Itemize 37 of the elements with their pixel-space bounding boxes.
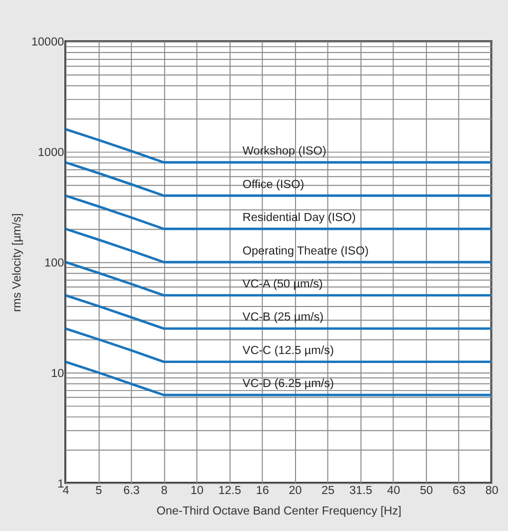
x-tick-label: 10 — [190, 484, 204, 498]
x-tick-label: 16 — [256, 484, 270, 498]
line-series — [64, 360, 493, 396]
x-tick-label: 6.3 — [123, 484, 140, 498]
line-series — [64, 128, 493, 164]
x-tick-label: 12.5 — [218, 484, 242, 498]
line-series — [64, 228, 493, 264]
series-label: VC-C (12.5 µm/s) — [242, 344, 334, 357]
x-tick-label: 25 — [322, 484, 336, 498]
y-tick-label: 1000 — [38, 146, 64, 160]
x-tick-label: 4 — [62, 484, 70, 498]
line-series — [64, 294, 493, 330]
line-series — [64, 194, 493, 230]
series-label: VC-B (25 µm/s) — [242, 310, 324, 324]
series-label: VC-D (6.25 µm/s) — [242, 377, 334, 390]
series-label: Residential Day (ISO) — [242, 211, 356, 224]
line-series — [64, 260, 493, 297]
series-label: VC-A (50 µm/s) — [242, 278, 323, 291]
x-tick-label: 63 — [452, 484, 466, 498]
series-label: Workshop (ISO) — [242, 144, 326, 158]
y-tick-label: 10 — [50, 366, 64, 380]
line-series — [64, 327, 493, 364]
x-tick-label: 31.5 — [349, 484, 373, 498]
x-tick-label: 5 — [95, 484, 102, 498]
x-tick-label: 8 — [160, 484, 168, 498]
x-tick-label: 80 — [485, 484, 499, 498]
series-label: Operating Theatre (ISO) — [242, 244, 369, 258]
x-tick-label: 40 — [387, 484, 401, 498]
y-tick-label: 100 — [44, 256, 64, 270]
line-series — [64, 161, 493, 197]
y-tick-label: 1 — [57, 477, 64, 490]
y-axis-title: rms Velocity [µm/s] — [10, 213, 24, 312]
x-tick-label: 50 — [420, 484, 434, 498]
y-tick-label: 10000 — [31, 36, 64, 49]
x-tick-label: 20 — [288, 484, 302, 498]
x-axis-title: One-Third Octave Band Center Frequency [Hz] — [156, 504, 402, 518]
series-label: Office (ISO) — [242, 178, 304, 191]
